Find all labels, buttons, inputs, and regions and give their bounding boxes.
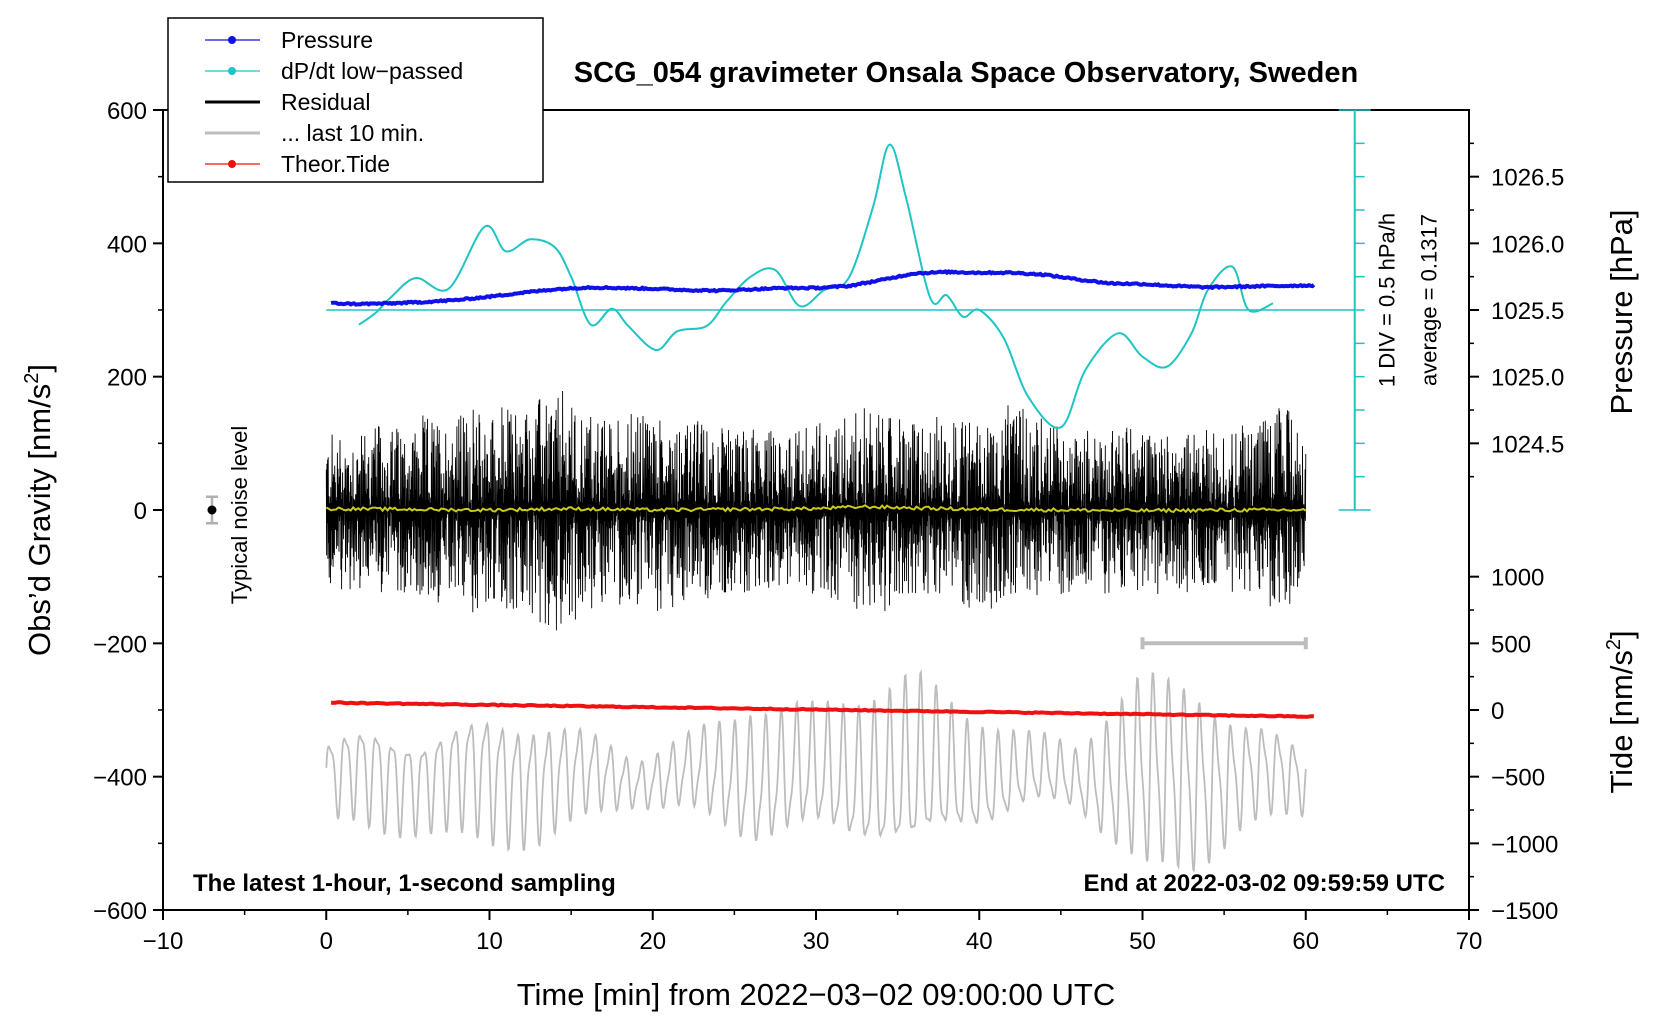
bottom-right-note: End at 2022-03-02 09:59:59 UTC — [1084, 870, 1446, 897]
y-tick-label: −600 — [93, 898, 147, 925]
y-tick-label: 600 — [107, 98, 147, 125]
pressure-axis-ticks: 1026.5 1026.0 1025.5 1025.0 1024.5 — [1469, 142, 1564, 478]
y-axis-title: Obs’d Gravity [nm/s2] — [21, 364, 57, 656]
legend-box — [167, 17, 544, 183]
dpdt-scale-avg-text: average = 0.1317 — [1417, 214, 1442, 386]
pressure-tick-label: 1024.5 — [1491, 431, 1564, 458]
tide-tick-label: 500 — [1491, 631, 1531, 658]
y-tick-label: −200 — [93, 631, 147, 658]
dpdt-scale-div-text: 1 DIV = 0.5 hPa/h — [1375, 213, 1400, 387]
x-tick-label: 70 — [1456, 928, 1483, 955]
y-axis-title-sup: 2 — [21, 373, 43, 384]
last-10-min-bar — [1140, 637, 1308, 650]
tide-tick-label: −1000 — [1491, 831, 1558, 858]
x-tick-label: −10 — [143, 928, 184, 955]
tide-axis-ticks: 1000 500 0 −500 −1000 −1500 — [1469, 565, 1558, 925]
pressure-tick-label: 1026.0 — [1491, 231, 1564, 258]
tide-tick-label: 1000 — [1491, 565, 1544, 592]
x-tick-label: 50 — [1129, 928, 1156, 955]
noise-label: Typical noise level — [227, 426, 252, 605]
legend: Pressure dP/dt low−passed Residual ... last… — [167, 17, 544, 183]
tide-axis-title-end: ] — [1604, 630, 1639, 639]
legend-marker — [228, 67, 236, 75]
x-tick-label: 40 — [966, 928, 993, 955]
y-tick-label: 0 — [134, 498, 147, 525]
x-axis-title: Time [min] from 2022−03−02 09:00:00 UTC — [517, 977, 1116, 1012]
tide-tick-label: −1500 — [1491, 898, 1558, 925]
y-axis-title-main: Obs’d Gravity [nm/s — [22, 384, 57, 656]
y-tick-label: 400 — [107, 231, 147, 258]
legend-label: Theor.Tide — [281, 151, 390, 177]
tide-axis-title-sup: 2 — [1603, 639, 1625, 650]
legend-marker — [228, 36, 236, 44]
data-traces — [325, 143, 1355, 872]
legend-label: Pressure — [281, 27, 373, 53]
pressure-tick-label: 1026.5 — [1491, 165, 1564, 192]
y-tick-label: 200 — [107, 365, 147, 392]
pressure-tick-label: 1025.0 — [1491, 365, 1564, 392]
legend-label: Residual — [281, 89, 371, 115]
x-tick-label: 10 — [476, 928, 503, 955]
x-tick-label: 0 — [320, 928, 333, 955]
legend-label: ... last 10 min. — [281, 120, 424, 146]
noise-indicator: Typical noise level — [206, 426, 252, 605]
tide-axis-title: Tide [nm/s2] — [1603, 630, 1639, 793]
noise-dot — [207, 505, 217, 515]
pressure-tick-label: 1025.5 — [1491, 298, 1564, 325]
residual-smoothed-trace — [325, 504, 1307, 514]
last-10-min-trace — [325, 669, 1307, 872]
chart-title: SCG_054 gravimeter Onsala Space Observat… — [574, 57, 1358, 89]
theoretical-tide-trace — [331, 700, 1314, 719]
legend-label: dP/dt low−passed — [281, 58, 463, 84]
y-axis-ticks: 600 400 200 0 −200 −400 −600 — [93, 98, 163, 925]
dpdt-scale: 1 DIV = 0.5 hPa/h average = 0.1317 — [1338, 109, 1442, 511]
tide-axis-title-main: Tide [nm/s — [1604, 650, 1639, 794]
legend-marker — [228, 160, 236, 168]
residual-trace — [325, 390, 1307, 631]
pressure-axis-title: Pressure [hPa] — [1604, 209, 1639, 414]
x-tick-label: 20 — [639, 928, 666, 955]
y-tick-label: −400 — [93, 765, 147, 792]
x-axis-ticks: −10 0 10 20 30 40 50 60 70 — [143, 910, 1483, 955]
x-tick-label: 30 — [803, 928, 830, 955]
tide-tick-label: −500 — [1491, 765, 1545, 792]
pressure-trace — [330, 269, 1316, 307]
x-tick-label: 60 — [1292, 928, 1319, 955]
bottom-left-note: The latest 1-hour, 1-second sampling — [193, 870, 616, 897]
tide-tick-label: 0 — [1491, 698, 1504, 725]
y-axis-title-end: ] — [22, 364, 57, 373]
